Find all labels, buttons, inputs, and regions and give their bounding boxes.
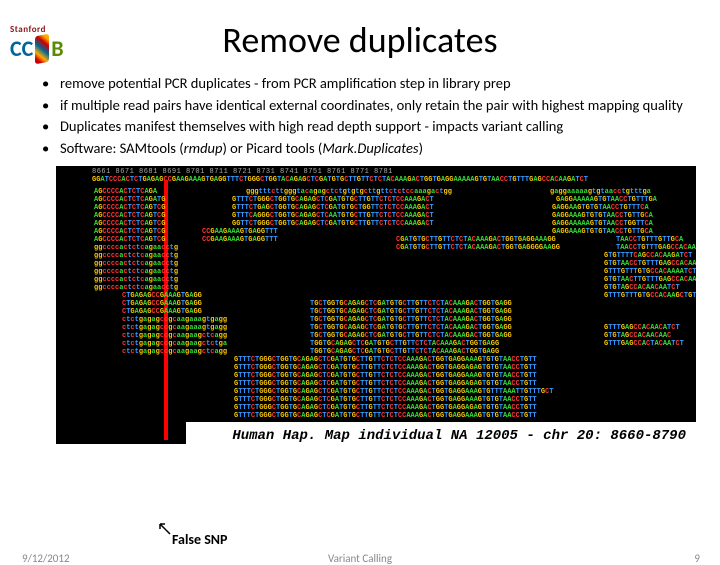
read: gaggaaaaagtgtaacctgtttga: [550, 188, 651, 196]
genome-viewer: 8661 8671 8681 8691 8701 8711 8721 8731 …: [56, 166, 696, 444]
bullet-item: if multiple read pairs have identical ex…: [42, 96, 690, 116]
read: ctctgagagccgcaagaaagtgagg: [122, 316, 227, 324]
read: AGCCCCACTCTCAGA: [94, 188, 157, 196]
read: ggccccactctcagaacctg: [94, 260, 178, 268]
read: CGATGTGCTTGTTCTCTACAAAGACTGGTGAGGGGAAGG: [396, 244, 560, 252]
read: GTGTAGCCACAACAAC: [604, 332, 671, 340]
read: GTTTGAGCCACAACATCT: [604, 324, 680, 332]
read: ggccccactctcagaacctg: [94, 276, 178, 284]
dna-helix-icon: [35, 34, 49, 64]
footer-title: Variant Calling: [328, 552, 392, 565]
read: ggccccactctcagaacctg: [94, 244, 178, 252]
bullet-item: Software: SAMtools (rmdup) or Picard too…: [42, 139, 690, 159]
read: GAGGAAAAAGTGTAACCTGGTTCA: [552, 220, 653, 228]
read: GAGGAAAGTGTGTAACCTGTTGCA: [552, 212, 653, 220]
read: CCGAAGAAAGTGAGGTTT: [202, 236, 278, 244]
read: GTGTAACCTGTTTGAGCCACAAGAT: [604, 260, 696, 268]
read: TGCTGGTGCAGAGCTCGATGTGCTTGTTCTCTACAAAGAC…: [310, 316, 512, 324]
read: gggtttcttgggtacagagctctgtgtgcttgttctctcc…: [246, 188, 452, 196]
read: GTTTCTGAGCTGGTGCAGAGCTCGATGTGCTGGTTCTCTC…: [232, 204, 434, 212]
logo-b: B: [51, 38, 63, 60]
read: GTTTGTTTGTGCCACAAAATCT: [604, 268, 696, 276]
stanford-ccsb-logo: Stanford CC B: [10, 24, 80, 70]
read: GTTTCTGGGCTGGTGCAGAGCTCGATGTGCTTGTTCTCTC…: [234, 404, 537, 412]
read: GTTTGAGCCACTACAATCT: [604, 340, 684, 348]
read: TAACCTGTTTGAGCCACAACATCT: [616, 244, 696, 252]
read: CTGAGAGCCGAAAGTGAGG: [122, 300, 202, 308]
reference-sequence: GGATCCCACTCTGAGAGCCGAAGAAAGTGAGGTTTCTGGG…: [56, 176, 696, 185]
read: GTGTAGCCACAACAATCT: [604, 284, 680, 292]
read: GTTTCTGGGCTGGTGCAGAGCTCGATGTGCTTGTTCTCTC…: [234, 372, 537, 380]
read: AGCCCCACTCTCAGTCG: [94, 204, 165, 212]
read: GTTTCTGGGCTGGTGCAGAGCTCGATGTGCTTGTTCTCTC…: [232, 196, 434, 204]
logo-cc: CC: [10, 38, 33, 60]
read: GGTTCTGGGCTGGTGCAGAGCTCGATGTGCTTGTTCTCTC…: [232, 220, 434, 228]
ruler: 8661 8671 8681 8691 8701 8711 8721 8731 …: [56, 166, 696, 176]
read: GTTTGTTTGTGCCACAAGCTGT: [604, 292, 696, 300]
read: ggccccactctcagaacctg: [94, 284, 178, 292]
footer-date: 9/12/2012: [22, 552, 70, 565]
read: ggccccactctcagaacctg: [94, 252, 178, 260]
read: AGCCCCACTCTCAGTCG: [94, 212, 165, 220]
read: CGATGTGCTTGTTCTCTACAAAGACTGGTGAGGAAAGG: [396, 236, 556, 244]
slide-title: Remove duplicates: [0, 18, 720, 62]
bullet-list: remove potential PCR duplicates - from P…: [42, 74, 690, 158]
read: TGCTGGTGCAGAGCTCGATGTGCTTGTTCTCTACAAAGAC…: [310, 308, 512, 316]
read: AGCCCCACTCTCAGTCG: [94, 236, 165, 244]
read: AGCCCCACTCTCAGTCG: [94, 220, 165, 228]
read: CTGAGAGCCGAAAGTGAGG: [122, 292, 202, 300]
read: TAACCTGTTTGTTGCA: [616, 236, 683, 244]
read: CTGAGAGCCGAAAGTGAGG: [122, 308, 202, 316]
footer-page-number: 9: [694, 552, 700, 565]
bullet-item: remove potential PCR duplicates - from P…: [42, 74, 690, 94]
read: TGGTGCAGAGCTCGATGTGCTTGTTCTCTACAAAGACTGG…: [310, 340, 499, 348]
read: TGGTGCAGAGCTCGATGTGCTTGTTCTCTACAAAGACTGG…: [310, 348, 499, 356]
read: TGCTGGTGCAGAGCTCGATGTGCTTGTTCTCTACAAAGAC…: [310, 300, 512, 308]
read: CCGAAGAAAGTGAGGTTT: [202, 228, 278, 236]
read: AGCCCCACTCTCAGTCG: [94, 228, 165, 236]
read: TGCTGGTGCAGAGCTCGATGTGCTTGTTCTCTACAAAGAC…: [310, 332, 512, 340]
read: ctctgagagccgcaagaagctctga: [122, 340, 227, 348]
read: ctctgagagccgcaagaaagtgagg: [122, 324, 227, 332]
read: TGCTGGTGCAGAGCTCGATGTGCTTGTTCTCTACAAAGAC…: [310, 324, 512, 332]
read: ggccccactctcagaacctg: [94, 268, 178, 276]
read: GTTTCTGGGCTGGTGCAGAGCTCGATGTGCTTGTTCTCTC…: [234, 412, 537, 420]
read: GTTTCTGGGCTGGTGCAGAGCTCGATGTGCTTGTTCTCTC…: [234, 396, 537, 404]
viewer-caption: Human Hap. Map individual NA 12005 - chr…: [232, 432, 686, 440]
read: GTGTAACTTGTTTGAGCCACAAT: [604, 276, 696, 284]
read: GAGGAAGTGTGTAACCTGTTTCA: [552, 204, 649, 212]
read: GTTTCTGGGCTGGTGCAGAGCTCGATGTGCTTGTTCTCTC…: [234, 388, 553, 396]
read: GAGGAAAAAGTGTAACCTGTTTGA: [556, 196, 657, 204]
read: ctctgagagccgcaagaagctcagg: [122, 332, 227, 340]
read: GTTTCTGGGCTGGTGCAGAGCTCGATGTGCTTGTTCTCTC…: [234, 380, 537, 388]
arrow-icon: [158, 522, 172, 536]
read: GTTTCTGGGCTGGTGCAGAGCTCGATGTGCTTGTTCTCTC…: [234, 364, 537, 372]
read: ctctgagagccgcaagaagctcagg: [122, 348, 227, 356]
read: GTGTTTTCAGCCACAAGATCT: [604, 252, 692, 260]
read: AGCCCCACTCTCAGATG: [94, 196, 165, 204]
bullet-item: Duplicates manifest themselves with high…: [42, 117, 690, 137]
read: GTTTCAGGGCTGGTGCAGAGCTCAATGTGCTTGTTCTCTC…: [232, 212, 434, 220]
read: GTTTCTGGGCTGGTGCAGAGCTCGATGTGCTTGTTCTCTC…: [234, 356, 537, 364]
read: GAGGAAAGTGTGTAACCTGTTGCA: [552, 228, 653, 236]
